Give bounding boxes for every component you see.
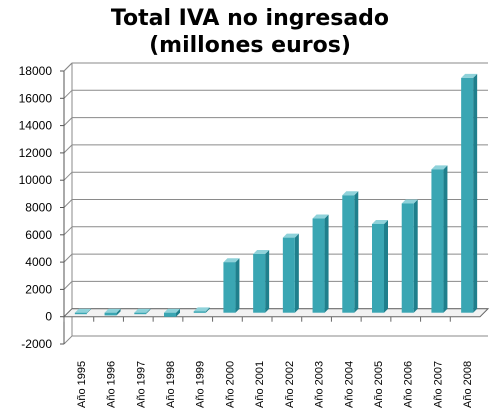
gridline-side xyxy=(63,253,73,263)
x-tick-label: Año 2005 xyxy=(373,361,385,408)
y-tick-label: 0 xyxy=(45,310,52,324)
gridline-side xyxy=(63,335,73,345)
x-tick-label: Año 2004 xyxy=(343,361,355,408)
bar-side xyxy=(146,308,151,314)
bar xyxy=(193,311,206,313)
bar-top xyxy=(401,199,418,204)
bar-side xyxy=(235,258,240,313)
bar xyxy=(342,195,355,313)
bar-side xyxy=(473,73,478,313)
bar-side xyxy=(443,165,448,313)
chart-title-line2: (millones euros) xyxy=(149,33,351,58)
chart-title-line1: Total IVA no ingresado xyxy=(110,6,390,31)
x-tick-label: Año 1999 xyxy=(195,361,207,408)
y-tick-label: 18000 xyxy=(19,64,53,78)
y-tick-label: 6000 xyxy=(25,228,52,242)
gridline-side xyxy=(63,199,73,208)
bar-side xyxy=(324,214,329,313)
bar-side xyxy=(384,219,388,313)
y-tick-label: 8000 xyxy=(25,201,52,215)
bar-side xyxy=(86,308,91,314)
bar-top xyxy=(372,219,388,224)
x-tick-label: Año 1996 xyxy=(106,361,118,408)
bar xyxy=(164,312,176,317)
y-tick-label: 12000 xyxy=(19,146,53,160)
y-tick-label: 14000 xyxy=(19,119,53,133)
bar-side xyxy=(413,199,418,313)
bar-top xyxy=(342,191,359,196)
bar-top xyxy=(431,165,448,170)
bar xyxy=(74,312,87,315)
bar-top xyxy=(253,250,270,255)
bar-top xyxy=(74,308,91,313)
bar xyxy=(104,312,117,316)
x-tick-label: Año 1995 xyxy=(76,361,88,408)
x-tick-label: Año 2003 xyxy=(314,361,326,408)
zero-plane xyxy=(62,308,490,318)
bar xyxy=(282,237,295,313)
y-tick-label: 10000 xyxy=(19,173,53,187)
x-tick-label: Año 2006 xyxy=(403,361,415,408)
x-tick-label: Año 2001 xyxy=(254,361,266,408)
bar xyxy=(253,254,266,313)
bar-top xyxy=(193,307,210,312)
y-tick-label: 2000 xyxy=(25,282,52,296)
bar-top xyxy=(282,233,299,238)
x-tick-label: Año 2000 xyxy=(224,361,236,408)
wall-top-edge xyxy=(63,62,73,72)
bar-side xyxy=(354,191,359,313)
bar xyxy=(372,223,384,313)
x-tick-label: Año 1998 xyxy=(165,361,177,408)
bar-top xyxy=(104,308,121,313)
bar-side xyxy=(294,233,299,313)
bar-side xyxy=(116,308,121,316)
bar-top xyxy=(223,258,240,263)
bar-top xyxy=(134,308,151,313)
y-tick-label: 16000 xyxy=(19,91,53,105)
bar xyxy=(401,203,414,313)
bar xyxy=(461,77,474,313)
x-tick-label: Año 2008 xyxy=(462,361,474,408)
gridline-side xyxy=(63,89,73,99)
bar xyxy=(431,169,444,313)
gridline-side xyxy=(63,117,73,126)
bar-side xyxy=(265,250,270,313)
y-tick-label: 4000 xyxy=(25,255,52,269)
bar-side xyxy=(205,307,210,313)
bar-top xyxy=(461,73,478,78)
gridline-side xyxy=(63,226,73,236)
bar xyxy=(312,218,325,313)
gridline-side xyxy=(63,144,73,154)
bar xyxy=(134,312,147,315)
bar-side xyxy=(176,308,180,317)
y-tick-label: -2000 xyxy=(21,337,52,351)
x-tick-label: Año 2002 xyxy=(284,361,296,408)
x-tick-label: Año 1997 xyxy=(135,361,147,408)
bar-top xyxy=(164,308,180,313)
bar-top xyxy=(312,214,329,219)
gridline-side xyxy=(63,171,73,181)
x-tick-label: Año 2007 xyxy=(432,361,444,408)
bar xyxy=(223,262,236,313)
gridline-side xyxy=(63,281,73,290)
